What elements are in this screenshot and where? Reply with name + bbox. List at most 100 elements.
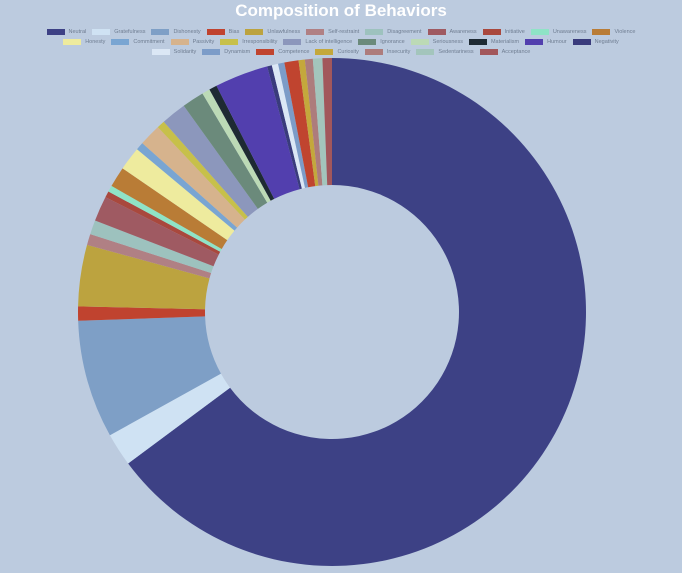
legend-item[interactable]: Materialism — [468, 38, 520, 46]
slice-seriousness[interactable] — [202, 89, 271, 203]
legend-item[interactable]: Humour — [525, 38, 567, 46]
legend-swatch-icon — [245, 29, 264, 35]
legend-item[interactable]: Negativity — [572, 38, 619, 46]
legend-swatch-icon — [151, 29, 170, 35]
slice-honesty[interactable] — [122, 149, 235, 241]
slice-dynamism[interactable] — [278, 62, 309, 188]
legend-swatch-icon — [468, 39, 487, 45]
legend-item[interactable]: Curiosity — [315, 48, 359, 56]
slice-negativity[interactable] — [267, 65, 302, 190]
legend-label: Commitment — [133, 39, 165, 45]
legend-swatch-icon — [170, 39, 189, 45]
legend-item[interactable]: Acceptance — [479, 48, 531, 56]
slice-competence[interactable] — [284, 60, 316, 188]
slice-irresponsibility[interactable] — [157, 121, 248, 220]
slice-self-restraint[interactable] — [87, 234, 212, 279]
legend-item[interactable]: Dishonesty — [151, 28, 201, 36]
legend-label: Humour — [547, 39, 567, 45]
slice-neutral[interactable] — [128, 58, 587, 566]
slice-awareness[interactable] — [95, 197, 219, 267]
legend-label: Awareness — [449, 29, 477, 35]
slice-dishonesty[interactable] — [78, 316, 221, 436]
legend-item[interactable]: Solidarity — [151, 48, 196, 56]
legend-swatch-icon — [206, 29, 225, 35]
slice-violence[interactable] — [111, 168, 228, 249]
chart-legend: Neutral Gratefulness Dishonesty Bias Unlawfu… — [40, 28, 642, 56]
legend-swatch-icon — [410, 39, 429, 45]
legend-item[interactable]: Unlawfulness — [245, 28, 300, 36]
legend-label: Violence — [614, 29, 636, 35]
legend-swatch-icon — [479, 49, 498, 55]
legend-item[interactable]: Lack of intelligence — [283, 38, 352, 46]
legend-label: Honesty — [85, 39, 106, 45]
slice-acceptance[interactable] — [322, 58, 332, 186]
legend-swatch-icon — [315, 49, 334, 55]
chart-title: Composition of Behaviors — [235, 1, 447, 20]
legend-item[interactable]: Dynamism — [202, 48, 250, 56]
legend-swatch-icon — [256, 49, 275, 55]
slice-curiosity[interactable] — [298, 59, 319, 187]
legend-item[interactable]: Gratefulness — [92, 28, 145, 36]
legend-swatch-icon — [358, 39, 377, 45]
legend-swatch-icon — [111, 39, 130, 45]
legend-item[interactable]: Commitment — [111, 38, 165, 46]
legend-item[interactable]: Honesty — [63, 38, 105, 46]
slice-unawareness[interactable] — [108, 185, 222, 252]
legend-swatch-icon — [283, 39, 302, 45]
slice-bias[interactable] — [77, 306, 206, 321]
slice-materialism[interactable] — [209, 85, 275, 201]
legend-item[interactable]: Unawareness — [530, 28, 586, 36]
slice-unlawfulness[interactable] — [78, 244, 210, 310]
legend-swatch-icon — [482, 29, 501, 35]
slice-solidarity[interactable] — [271, 63, 306, 189]
legend-label: Dishonesty — [173, 29, 201, 35]
legend-label: Irresponsibility — [242, 39, 278, 45]
legend-item[interactable]: Irresponsibility — [220, 38, 277, 46]
legend-label: Initiative — [504, 29, 525, 35]
slice-gratefulness[interactable] — [109, 373, 231, 464]
legend-label: Sedentariness — [438, 49, 474, 55]
legend-item[interactable]: Initiative — [482, 28, 525, 36]
legend-label: Disagreement — [387, 29, 422, 35]
slice-disagreement[interactable] — [90, 220, 214, 274]
slice-commitment[interactable] — [137, 143, 238, 231]
slice-sedentariness[interactable] — [312, 58, 328, 186]
legend-swatch-icon — [46, 29, 65, 35]
legend-item[interactable]: Sedentariness — [416, 48, 474, 56]
legend-swatch-icon — [416, 49, 435, 55]
legend-item[interactable]: Violence — [592, 28, 635, 36]
legend-label: Lack of intelligence — [305, 39, 353, 45]
legend-item[interactable]: Awareness — [427, 28, 477, 36]
slice-initiative[interactable] — [105, 191, 221, 255]
slice-passivity[interactable] — [142, 127, 245, 228]
legend-label: Curiosity — [337, 49, 359, 55]
legend-label: Passivity — [192, 39, 215, 45]
legend-item[interactable]: Self-restraint — [306, 28, 359, 36]
legend-label: Insecurity — [386, 49, 411, 55]
legend-swatch-icon — [306, 29, 325, 35]
legend-label: Unlawfulness — [267, 29, 301, 35]
slice-humour[interactable] — [216, 66, 300, 199]
legend-item[interactable]: Passivity — [170, 38, 215, 46]
legend-label: Acceptance — [501, 49, 531, 55]
legend-item[interactable]: Competence — [256, 48, 309, 56]
legend-swatch-icon — [92, 29, 111, 35]
legend-swatch-icon — [427, 29, 446, 35]
legend-label: Dynamism — [224, 49, 251, 55]
slice-insecurity[interactable] — [304, 58, 323, 186]
legend-item[interactable]: Disagreement — [365, 28, 422, 36]
legend-swatch-icon — [364, 49, 383, 55]
legend-label: Negativity — [594, 39, 619, 45]
legend-item[interactable]: Ignorance — [358, 38, 405, 46]
legend-swatch-icon — [525, 39, 544, 45]
legend-label: Materialism — [490, 39, 520, 45]
legend-swatch-icon — [572, 39, 591, 45]
legend-item[interactable]: Bias — [206, 28, 239, 36]
legend-item[interactable]: Insecurity — [364, 48, 411, 56]
legend-item[interactable]: Seriousness — [410, 38, 463, 46]
legend-label: Seriousness — [432, 39, 463, 45]
slice-lack-of-intelligence[interactable] — [163, 105, 258, 217]
legend-item[interactable]: Neutral — [46, 28, 86, 36]
slice-ignorance[interactable] — [183, 93, 268, 209]
